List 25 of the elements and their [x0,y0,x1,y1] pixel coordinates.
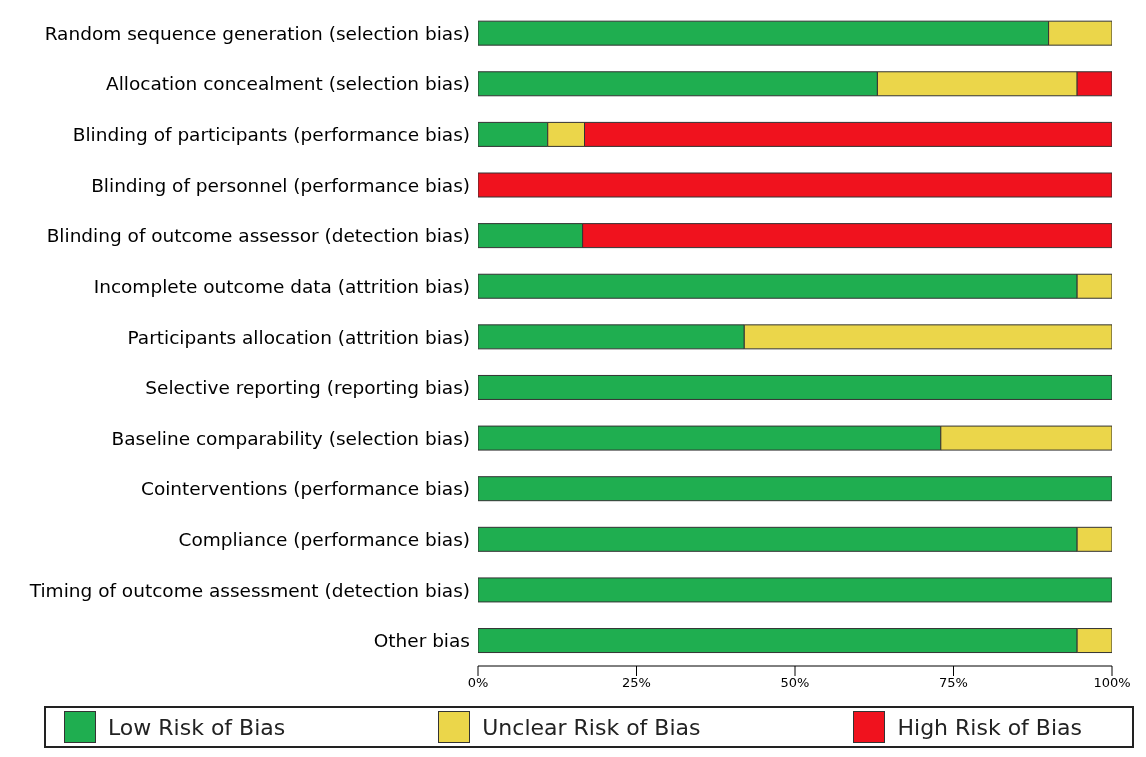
y-tick-label: Selective reporting (reporting bias) [145,377,470,399]
x-tick-label: 100% [1093,675,1131,691]
y-tick-label: Other bias [373,630,470,652]
y-tick-label: Blinding of outcome assessor (detection bias) [46,225,470,247]
y-tick-label: Random sequence generation (selection bias) [44,22,470,44]
y-tick-label: Compliance (performance bias) [178,529,470,551]
x-tick-label: 50% [780,675,810,691]
y-tick-label: Participants allocation (attrition bias) [127,326,470,348]
y-tick-label: Allocation concealment (selection bias) [106,73,470,95]
y-tick-label: Timing of outcome assessment (detection bias) [28,579,470,601]
bar [478,577,1112,603]
x-tick-label: 0% [467,675,489,691]
y-tick-label: Blinding of participants (performance bias) [72,124,470,146]
y-tick-label: Baseline comparability (selection bias) [111,427,470,449]
legend-label: High Risk of Bias [897,714,1082,740]
bar [478,374,1112,400]
y-tick-label: Cointerventions (performance bias) [140,478,470,500]
x-tick-label: 25% [622,675,651,691]
x-tick-label: 75% [939,675,968,691]
bar [478,172,1112,198]
y-tick-label: Blinding of personnel (performance bias) [91,174,470,196]
legend-label: Low Risk of Bias [108,714,286,740]
bar [478,476,1112,502]
y-tick-label: Incomplete outcome data (attrition bias) [93,275,470,297]
legend-label: Unclear Risk of Bias [482,714,701,740]
